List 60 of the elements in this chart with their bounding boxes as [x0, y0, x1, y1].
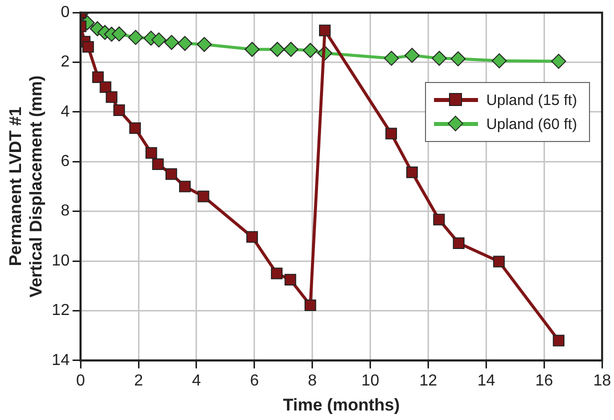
- y-tick-label: 6: [60, 153, 70, 170]
- point: [100, 81, 112, 93]
- x-tick-label: 0: [76, 372, 86, 390]
- point: [152, 158, 164, 170]
- x-tick-label: 8: [308, 372, 317, 390]
- point: [246, 231, 258, 243]
- legend-label: Upland (60 ft): [486, 116, 578, 133]
- y-tick-label: 12: [52, 302, 70, 320]
- point: [304, 299, 316, 312]
- x-tick-label: 10: [361, 372, 380, 390]
- y-tick-label: 0: [60, 4, 70, 22]
- point: [284, 274, 296, 286]
- point: [384, 50, 399, 66]
- point: [164, 34, 180, 50]
- point: [112, 26, 127, 42]
- point: [404, 48, 420, 63]
- point: [270, 268, 283, 280]
- point: [151, 32, 166, 48]
- point: [270, 42, 285, 57]
- point: [198, 190, 210, 202]
- point: [106, 91, 118, 103]
- point: [433, 214, 445, 226]
- x-tick-label: 4: [192, 372, 202, 390]
- x-axis-title: Time (months): [282, 395, 400, 414]
- point: [302, 42, 318, 58]
- point: [552, 334, 564, 346]
- point: [128, 30, 144, 45]
- y-tick-label: 10: [52, 252, 70, 270]
- point: [165, 168, 178, 180]
- point: [319, 24, 331, 36]
- point: [82, 41, 94, 53]
- legend-label: Upland (15 ft): [486, 92, 578, 109]
- point: [179, 180, 191, 192]
- point: [551, 54, 566, 69]
- point: [432, 50, 447, 66]
- point: [450, 51, 466, 66]
- point: [244, 42, 260, 57]
- point: [385, 128, 397, 140]
- y-tick-label: 14: [52, 352, 70, 369]
- point: [92, 71, 104, 83]
- point: [196, 36, 212, 52]
- y-tick-label: 2: [60, 54, 70, 71]
- y-axis-title: Permanent LVDT #1 Vertical Displacement (mm): [6, 75, 46, 298]
- point: [406, 166, 418, 178]
- point: [113, 104, 125, 116]
- point: [129, 122, 141, 134]
- point: [145, 147, 158, 159]
- y-tick-label: 8: [60, 202, 70, 220]
- x-tick-label: 2: [134, 372, 144, 390]
- point: [283, 42, 298, 57]
- x-tick-label: 16: [535, 372, 554, 390]
- x-tick-label: 18: [593, 372, 612, 390]
- x-tick-label: 12: [419, 372, 438, 390]
- y-tick-label: 4: [60, 103, 70, 120]
- point: [177, 36, 192, 51]
- point: [452, 237, 464, 249]
- point: [493, 256, 505, 268]
- x-tick-label: 6: [250, 372, 259, 390]
- x-tick-label: 14: [477, 372, 496, 390]
- point: [492, 53, 507, 68]
